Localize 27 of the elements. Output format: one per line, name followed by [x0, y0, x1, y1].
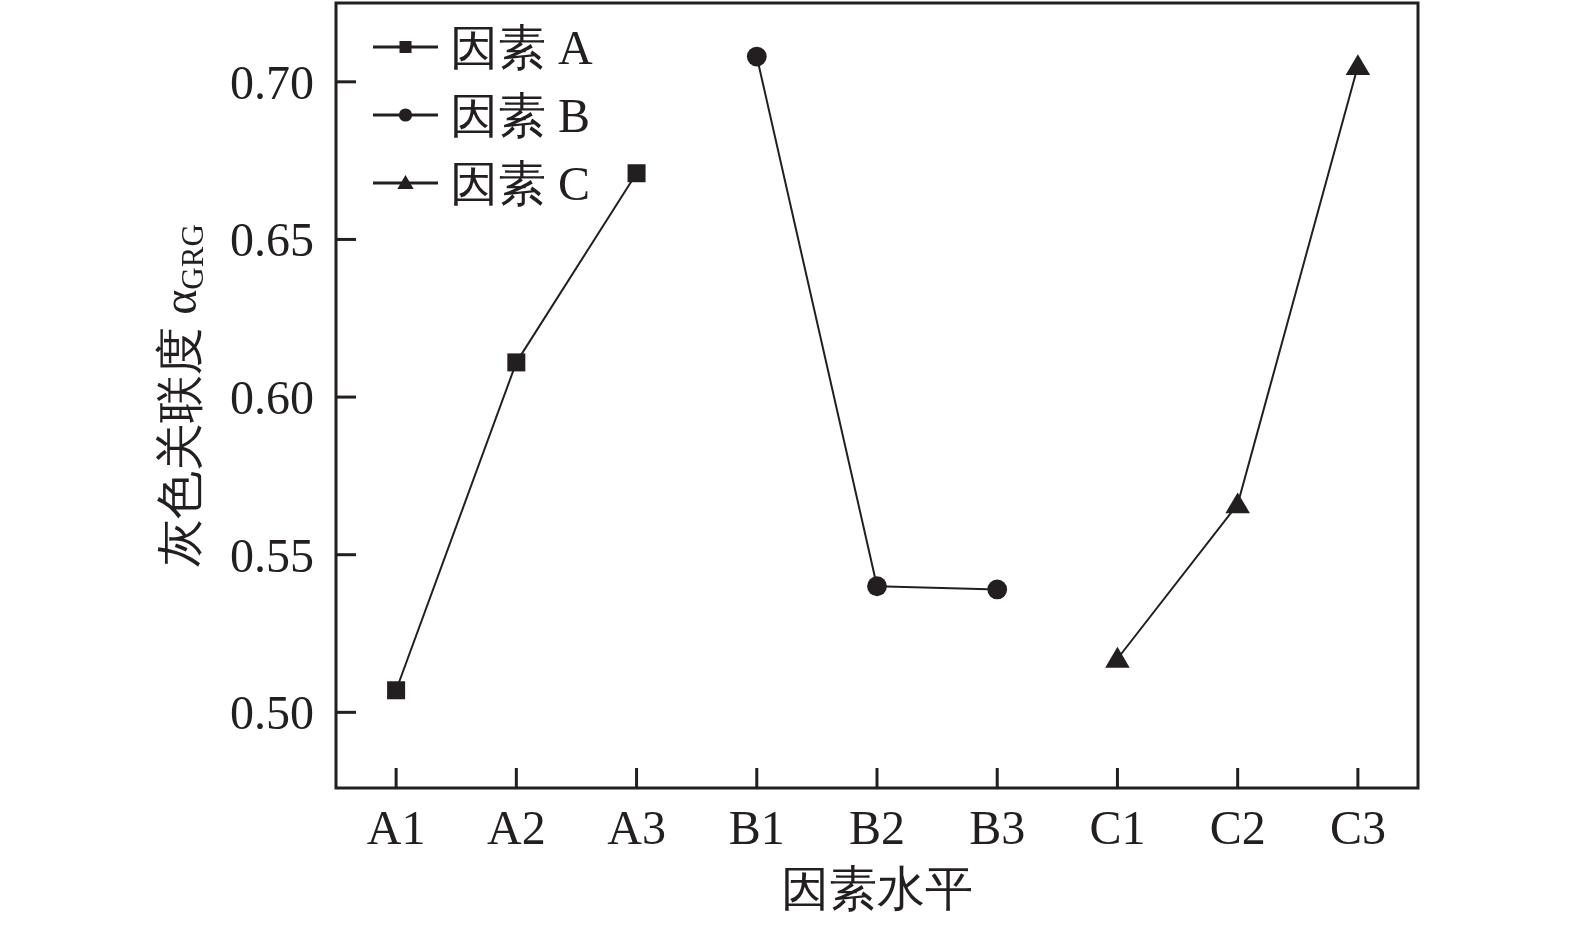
- point: [387, 681, 406, 700]
- x-tick-label: A2: [487, 801, 546, 854]
- x-tick-label: B2: [848, 801, 906, 854]
- point: [507, 353, 526, 372]
- x-tick-label: A1: [366, 801, 426, 854]
- x-tick-label: C2: [1209, 801, 1266, 854]
- legend-label: 因素 A: [450, 20, 593, 74]
- x-tick-label: B3: [969, 801, 1026, 854]
- x-tick-label: B1: [728, 801, 785, 854]
- legend-label: 因素 B: [450, 88, 591, 142]
- x-axis-title: 因素水平: [781, 862, 973, 915]
- point: [867, 576, 887, 597]
- point: [746, 46, 767, 67]
- y-tick-label: 0.50: [230, 685, 314, 739]
- y-tick-label: 0.65: [230, 212, 314, 266]
- point: [1345, 54, 1371, 75]
- point: [627, 164, 646, 183]
- legend-label: 因素 C: [450, 156, 591, 210]
- x-tick-label: A3: [607, 801, 666, 854]
- x-tick-label: C1: [1089, 801, 1146, 854]
- y-tick-label: 0.55: [230, 528, 314, 582]
- y-tick-label: 0.60: [230, 370, 314, 424]
- y-tick-label: 0.70: [230, 55, 314, 109]
- point: [1105, 646, 1130, 668]
- point: [1225, 492, 1250, 514]
- x-tick-label: C3: [1329, 801, 1386, 854]
- point: [987, 579, 1008, 600]
